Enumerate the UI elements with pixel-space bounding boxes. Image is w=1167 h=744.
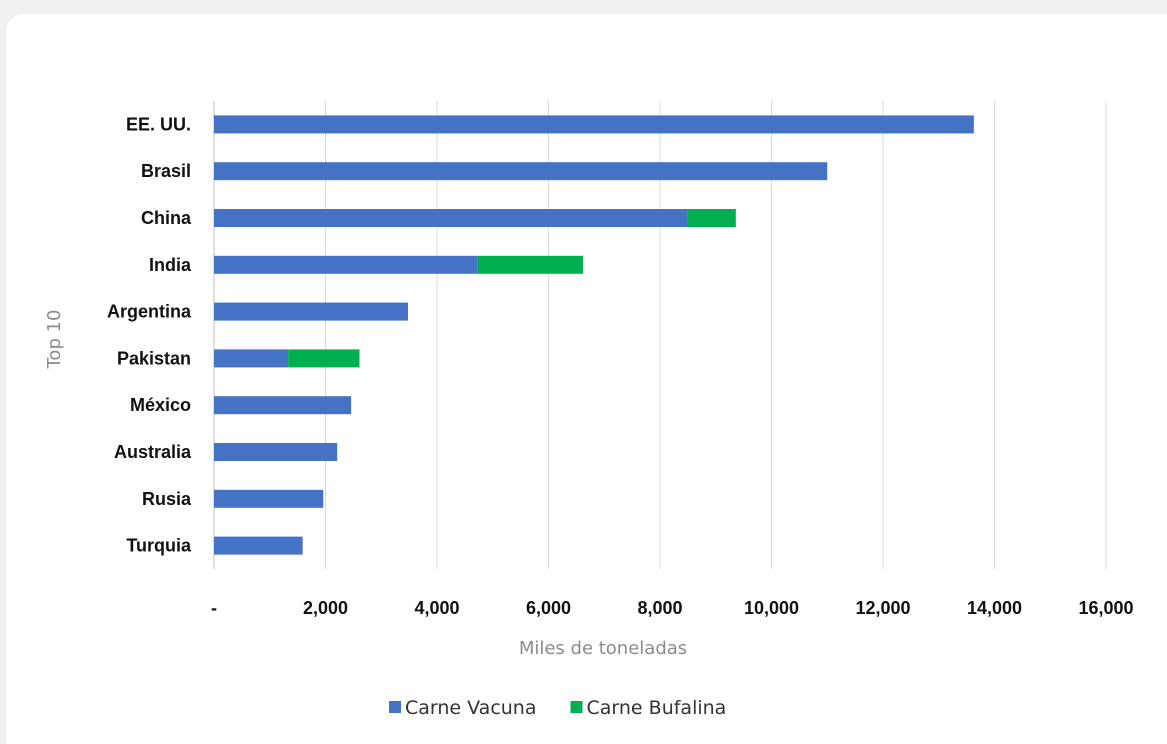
bar-segment	[214, 302, 409, 321]
category-label: México	[130, 395, 191, 415]
x-tick-label: 4,000	[414, 598, 459, 618]
category-label: Argentina	[107, 302, 192, 322]
chart-card: EE. UU. Brasil China India Argentina Pakistan…	[6, 14, 1167, 744]
category-label: Turquia	[126, 536, 192, 556]
category-label: Australia	[114, 442, 192, 462]
bar-chart: EE. UU. Brasil China India Argentina Pakistan…	[44, 101, 1134, 719]
legend: Carne Vacuna Carne Bufalina	[389, 697, 726, 719]
bar-segment	[214, 536, 303, 555]
category-label: EE. UU.	[126, 114, 191, 134]
x-tick-label: 14,000	[967, 598, 1022, 618]
x-axis-title: Miles de toneladas	[519, 638, 687, 659]
bar-segment	[214, 255, 478, 274]
bar-segment	[214, 443, 338, 461]
legend-label: Carne Vacuna	[405, 697, 537, 719]
bar-segment	[214, 162, 828, 181]
category-label: China	[141, 208, 192, 228]
category-labels: EE. UU. Brasil China India Argentina Pakistan…	[107, 114, 192, 555]
bar-segment	[288, 349, 360, 368]
category-label: Pakistan	[117, 348, 191, 368]
legend-swatch	[570, 701, 583, 713]
x-tick-label: 10,000	[744, 598, 799, 618]
x-tick-label: 8,000	[637, 598, 682, 618]
legend-label: Carne Bufalina	[587, 697, 727, 719]
bar-segment	[214, 489, 324, 508]
x-tick-label: -	[211, 598, 217, 618]
bar-segment	[687, 209, 736, 227]
category-label: India	[149, 255, 192, 275]
category-label: Brasil	[141, 161, 191, 181]
x-tick-label: 12,000	[855, 598, 910, 618]
x-tick-label: 2,000	[303, 598, 348, 618]
bar-segment	[214, 209, 688, 227]
x-tick-labels: - 2,000 4,000 6,000 8,000 10,000 12,000 14,000 1…	[211, 598, 1134, 618]
bar-segment	[214, 115, 974, 134]
x-tick-label: 6,000	[526, 598, 571, 618]
y-axis-title: Top 10	[44, 309, 65, 369]
x-tick-label: 16,000	[1078, 598, 1133, 618]
bar-segment	[214, 396, 352, 415]
bar-segment	[477, 255, 584, 274]
bars	[214, 115, 974, 555]
legend-swatch	[389, 701, 401, 713]
bar-segment	[214, 349, 289, 368]
category-label: Rusia	[142, 489, 192, 509]
